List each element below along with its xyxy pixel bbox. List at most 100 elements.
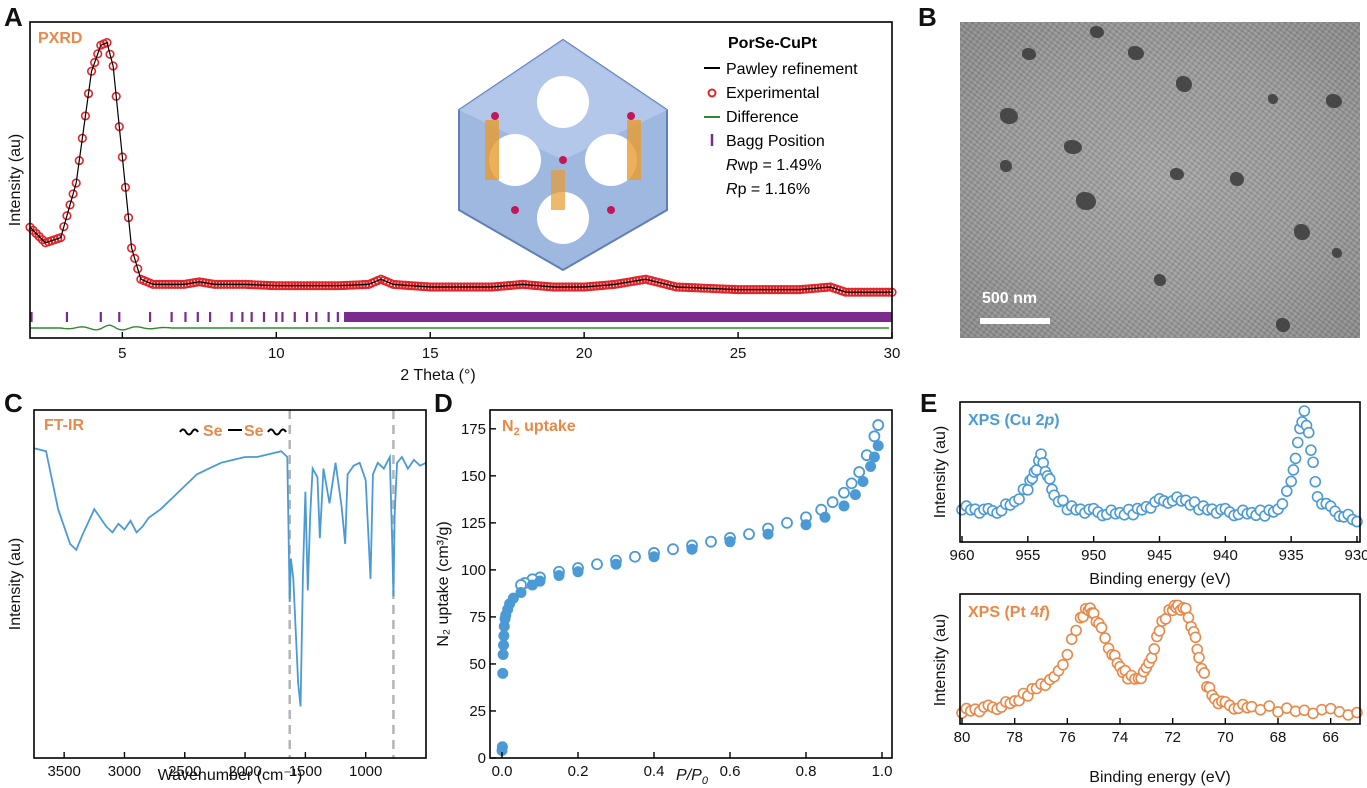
n2-desorption-point — [826, 496, 839, 509]
pxrd-experimental-point — [133, 264, 143, 274]
xps-cu-tag: XPS (Cu 2p) — [968, 412, 1060, 429]
legend-difference: Difference — [726, 109, 799, 126]
legend-title: PorSe-CuPt — [728, 35, 818, 52]
se-left-label: Se — [203, 423, 223, 440]
legend-bragg: Bagg Position — [726, 133, 825, 150]
n2-adsorption-point — [868, 451, 880, 463]
n2-uptake-chart: 0.0 0.2 0.4 0.6 0.8 1.0 0 25 50 75 100 125 150 175 N2… — [435, 409, 893, 787]
n2-adsorption-point — [872, 440, 884, 452]
n2-adsorption-point — [800, 519, 812, 531]
panel-label-b: B — [918, 2, 937, 32]
xps-data-point — [1013, 493, 1025, 505]
ftir-xtick-label: 2500 — [168, 763, 201, 780]
xps-xtick-label: 68 — [1270, 729, 1287, 746]
xps-data-point — [1287, 464, 1300, 476]
n2-desorption-point — [667, 543, 679, 556]
legend-rwp: Rwp = 1.49% — [726, 157, 822, 174]
n2-adsorption-point — [497, 667, 509, 679]
xps-data-point — [1099, 632, 1111, 644]
n2-adsorption-point — [534, 575, 546, 587]
pxrd-experimental-point — [105, 49, 115, 59]
se-se-annotation: Se Se — [179, 423, 287, 440]
n2-adsorption-point — [610, 558, 622, 570]
n2-ytick-label: 25 — [469, 703, 486, 720]
n2-desorption-point — [629, 550, 641, 563]
n2-ytick-label: 75 — [469, 609, 486, 626]
xps-data-point — [1302, 426, 1315, 439]
xps-pt-tag: XPS (Pt 4f) — [968, 604, 1050, 621]
pxrd-experimental-point — [56, 233, 66, 243]
n2-adsorption-point — [498, 639, 510, 651]
n2-xlabel: P/P0 — [676, 767, 709, 787]
ftir-ylabel: Intensity (au) — [7, 538, 24, 630]
pxrd-tag: PXRD — [38, 30, 82, 47]
pxrd-ylabel: Intensity (au) — [7, 134, 24, 226]
pxrd-xtick-label: 20 — [576, 345, 593, 362]
pxrd-xtick-label: 10 — [268, 345, 285, 362]
n2-adsorption-point — [572, 566, 584, 578]
xps-data-point — [1070, 624, 1082, 637]
ftir-tag: FT-IR — [44, 417, 84, 434]
xps-data-point — [1043, 473, 1056, 485]
panel-label-a: A — [4, 2, 23, 32]
n2-xtick-label: 0.8 — [796, 763, 817, 780]
xps-xtick-label: 960 — [949, 547, 974, 564]
xps-data-point — [1305, 444, 1317, 456]
n2-adsorption-point — [515, 586, 527, 598]
scale-bar-label: 500 nm — [982, 290, 1038, 307]
xps-xtick-label: 950 — [1081, 547, 1106, 564]
xps-pt-chart: 80 78 76 74 72 70 68 66 XPS (Pt 4f) Binding ene… — [932, 593, 1363, 786]
n2-desorption-point — [853, 466, 866, 478]
xps-data-point — [1289, 452, 1302, 465]
panel-label-e: E — [920, 388, 938, 418]
xps-data-point — [1307, 456, 1319, 469]
xps-xtick-label: 74 — [1112, 729, 1129, 746]
legend-rp: Rp = 1.16% — [726, 181, 810, 198]
ftir-xtick-label: 3500 — [47, 763, 80, 780]
xps-xtick-label: 80 — [954, 729, 971, 746]
n2-desorption-point — [705, 535, 717, 548]
bragg-dense-band — [344, 312, 892, 322]
n2-adsorption-point — [498, 630, 510, 642]
n2-adsorption-point — [857, 475, 869, 487]
xps-data-point — [1061, 648, 1074, 661]
n2-xtick-label: 0.2 — [568, 763, 589, 780]
xps-data-point — [1057, 494, 1069, 507]
n2-desorption-point — [838, 486, 850, 499]
n2-adsorption-point — [648, 551, 660, 563]
pxrd-chart: 5 10 15 20 25 30 PXRD 2 Theta (°) Intensity (… — [7, 21, 901, 384]
xps-pt-xlabel: Binding energy (eV) — [1089, 769, 1230, 786]
xps-data-point — [1198, 667, 1211, 679]
n2-tag: N2 uptake — [502, 418, 576, 438]
xps-xtick-label: 935 — [1279, 547, 1304, 564]
n2-desorption-point — [845, 477, 858, 490]
n2-ytick-label: 150 — [461, 468, 486, 485]
xps-xtick-label: 78 — [1006, 729, 1023, 746]
n2-ytick-label: 50 — [469, 656, 486, 673]
xps-cu-xlabel: Binding energy (eV) — [1089, 571, 1230, 588]
pxrd-legend: PorSe-CuPt Pawley refinement Experimenta… — [704, 35, 858, 198]
xps-xtick-label: 76 — [1059, 729, 1076, 746]
pxrd-pawley-line — [29, 41, 892, 293]
pxrd-experimental-point — [130, 253, 140, 263]
n2-adsorption-point — [686, 543, 698, 555]
n2-desorption-point — [591, 558, 603, 571]
xps-data-point — [1280, 485, 1293, 497]
xps-xtick-label: 945 — [1147, 547, 1172, 564]
xps-data-point — [1148, 643, 1161, 655]
xps-pt-ylabel: Intensity (au) — [932, 614, 949, 706]
n2-ytick-label: 175 — [461, 421, 486, 438]
xps-data-point — [1022, 484, 1034, 496]
se-right-label: Se — [244, 423, 264, 440]
ftir-xtick-label: 2000 — [228, 763, 261, 780]
xps-data-point — [1263, 700, 1276, 712]
n2-desorption-point — [781, 516, 793, 529]
pxrd-xtick-label: 30 — [884, 345, 901, 362]
scale-bar — [980, 318, 1050, 324]
pxrd-experimental-point — [65, 200, 75, 210]
xps-xtick-label: 66 — [1322, 729, 1339, 746]
n2-ylabel: N₂ uptake (cm³/g) — [435, 521, 452, 646]
xps-data-point — [1291, 436, 1304, 449]
n2-adsorption-point — [849, 489, 861, 501]
legend-pawley: Pawley refinement — [726, 61, 858, 78]
